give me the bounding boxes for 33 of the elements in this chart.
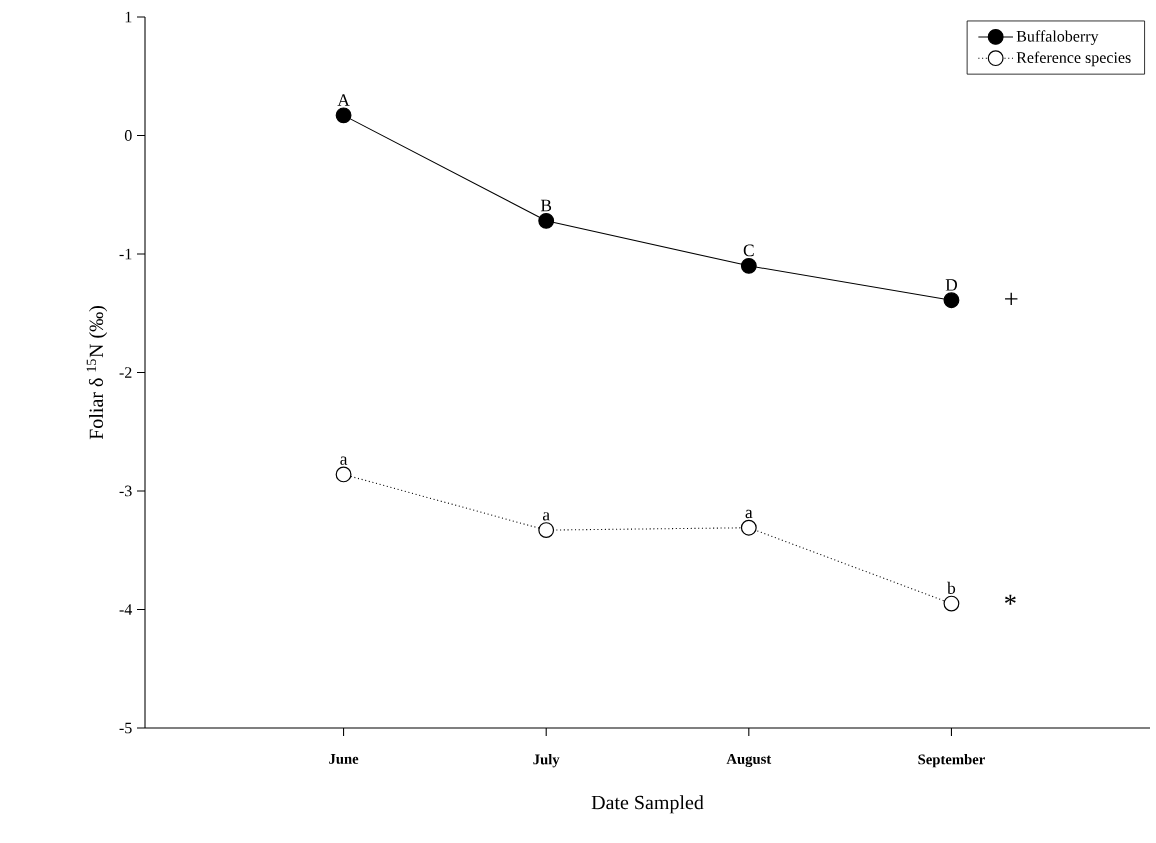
x-tick-label: July [533,754,560,768]
annotation: C [743,244,754,257]
point [335,466,352,483]
y-tick-label: -5 [119,722,132,734]
x-tick-label: August [726,754,772,767]
annotation: a [340,456,348,465]
point [740,257,757,274]
x-tick-label: June [329,754,359,764]
y-tick-label: -1 [119,248,132,260]
annotation: B [540,199,552,212]
y-tick-label: -3 [119,485,132,497]
legend-label: Buffaloberry [1016,30,1099,45]
y-axis-title: Foliar δ $^{15}$N (‰) [86,306,108,440]
point [335,107,352,124]
x-tick-label: September [918,754,985,768]
point [740,519,757,536]
point [943,292,960,309]
annotation: A [337,94,350,106]
y-tick-label: 1 [125,11,132,23]
point [538,212,555,229]
y-tick-label: 0 [124,130,132,141]
annotation: * [1005,594,1016,605]
legend-label: Reference species [1016,51,1131,67]
y-tick-label: -2 [119,367,132,378]
y-tick-label: -4 [119,604,133,615]
annotation: + [1005,292,1018,306]
point [538,522,555,539]
x-axis-title: Date Sampled [591,795,704,814]
annotation: a [542,512,550,521]
annotation: D [945,279,957,291]
point [943,595,960,612]
annotation: b [947,581,956,594]
annotation: a [745,509,753,519]
